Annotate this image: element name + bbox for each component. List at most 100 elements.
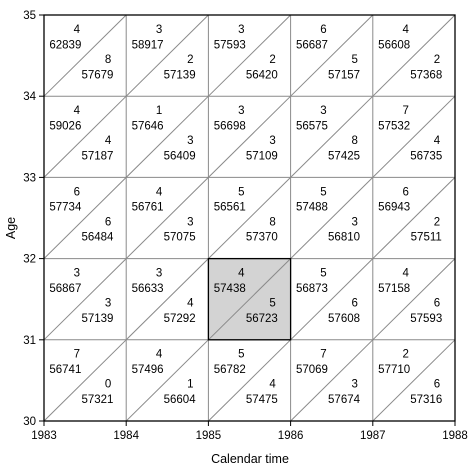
lower-triangle-deaths: 2 [434, 54, 440, 66]
upper-triangle-exposure: 56633 [132, 283, 164, 295]
cohort-diagonal [43, 95, 127, 178]
lower-triangle-deaths: 3 [187, 216, 193, 228]
upper-triangle-exposure: 56687 [296, 39, 328, 51]
x-tick-label: 1987 [360, 430, 386, 442]
cohort-diagonal [43, 177, 127, 259]
highlighted-cell-border [207, 257, 292, 341]
lower-triangle-exposure: 57425 [328, 151, 360, 163]
cohort-diagonal [125, 339, 209, 422]
x-axis-title: Calendar time [211, 452, 289, 466]
upper-triangle-deaths: 3 [320, 105, 326, 117]
lower-triangle-deaths: 2 [269, 54, 275, 66]
lower-triangle-exposure: 57674 [328, 394, 361, 406]
cohort-diagonal [208, 95, 291, 178]
cohort-diagonal [208, 14, 291, 97]
upper-triangle-exposure: 56698 [214, 120, 246, 132]
x-tick-label: 1988 [442, 430, 468, 442]
upper-triangle-deaths: 3 [156, 24, 162, 36]
cohort-diagonal [125, 177, 209, 259]
y-tick-label: 34 [23, 91, 36, 103]
y-tick-label: 31 [23, 335, 36, 347]
upper-triangle-exposure: 59026 [49, 120, 81, 132]
cohort-diagonal [372, 177, 456, 259]
upper-triangle-exposure: 57646 [132, 120, 164, 132]
lower-triangle-deaths: 3 [352, 379, 358, 391]
lower-triangle-deaths: 3 [352, 216, 358, 228]
plot-frame [43, 14, 456, 422]
upper-triangle-deaths: 7 [74, 349, 80, 361]
lower-triangle-deaths: 6 [434, 298, 440, 310]
upper-triangle-deaths: 2 [402, 349, 408, 361]
upper-triangle-exposure: 57488 [296, 202, 328, 214]
cohort-diagonal [290, 177, 374, 259]
lower-triangle-exposure: 57608 [328, 313, 360, 325]
cohort-diagonal [208, 177, 291, 259]
lower-triangle-exposure: 57593 [410, 313, 442, 325]
lower-triangle-deaths: 8 [352, 135, 358, 147]
lower-triangle-exposure: 56810 [328, 232, 360, 244]
lower-triangle-deaths: 8 [269, 216, 275, 228]
upper-triangle-exposure: 56943 [378, 202, 410, 214]
lower-triangle-deaths: 5 [352, 54, 358, 66]
upper-triangle-deaths: 5 [238, 349, 244, 361]
upper-triangle-deaths: 1 [156, 105, 162, 117]
upper-triangle-deaths: 6 [402, 186, 408, 198]
lower-triangle-deaths: 2 [187, 54, 193, 66]
x-tick-label: 1985 [196, 430, 222, 442]
y-axis-title: Age [4, 217, 18, 239]
lower-triangle-deaths: 5 [269, 298, 275, 310]
lower-triangle-exposure: 56735 [410, 151, 442, 163]
upper-triangle-deaths: 3 [238, 24, 244, 36]
lower-triangle-exposure: 57370 [246, 232, 278, 244]
lower-triangle-exposure: 56604 [164, 394, 197, 406]
cohort-diagonal [372, 95, 456, 178]
lower-triangle-exposure: 57475 [246, 394, 278, 406]
upper-triangle-exposure: 56867 [49, 283, 81, 295]
upper-triangle-deaths: 3 [156, 267, 162, 279]
upper-triangle-exposure: 57069 [296, 364, 328, 376]
lower-triangle-deaths: 4 [105, 135, 112, 147]
upper-triangle-exposure: 56608 [378, 39, 410, 51]
lower-triangle-deaths: 2 [434, 216, 440, 228]
lower-triangle-exposure: 57292 [164, 313, 196, 325]
lower-triangle-exposure: 56484 [81, 232, 114, 244]
upper-triangle-exposure: 58917 [132, 39, 164, 51]
lower-triangle-exposure: 57511 [411, 232, 442, 244]
upper-triangle-exposure: 57532 [378, 120, 410, 132]
lower-triangle-exposure: 57321 [81, 394, 113, 406]
lower-triangle-exposure: 57109 [246, 151, 278, 163]
upper-triangle-exposure: 56873 [296, 283, 328, 295]
cohort-diagonal [372, 339, 456, 422]
cohort-diagonal [290, 339, 374, 422]
x-tick-label: 1984 [113, 430, 139, 442]
lower-triangle-exposure: 57679 [81, 69, 113, 81]
upper-triangle-deaths: 4 [402, 267, 409, 279]
upper-triangle-deaths: 3 [238, 105, 244, 117]
cohort-diagonal [208, 339, 291, 422]
lower-triangle-deaths: 4 [269, 379, 276, 391]
lower-triangle-exposure: 57075 [164, 232, 196, 244]
upper-triangle-exposure: 56782 [214, 364, 246, 376]
upper-triangle-exposure: 56575 [296, 120, 328, 132]
upper-triangle-deaths: 5 [238, 186, 244, 198]
upper-triangle-deaths: 5 [320, 267, 326, 279]
y-tick-label: 30 [23, 416, 36, 428]
lower-triangle-deaths: 6 [105, 216, 111, 228]
lower-triangle-exposure: 57157 [328, 69, 360, 81]
grid-layer [43, 14, 456, 422]
upper-triangle-exposure: 57496 [132, 364, 164, 376]
upper-triangle-exposure: 57438 [214, 283, 246, 295]
lower-triangle-deaths: 4 [434, 135, 441, 147]
x-tick-label: 1986 [278, 430, 304, 442]
upper-triangle-deaths: 6 [320, 24, 326, 36]
y-tick-label: 33 [23, 172, 36, 184]
lower-triangle-exposure: 56420 [246, 69, 278, 81]
lower-triangle-exposure: 57187 [81, 151, 113, 163]
cohort-diagonal [43, 258, 127, 341]
upper-triangle-deaths: 5 [320, 186, 326, 198]
upper-triangle-deaths: 4 [156, 349, 163, 361]
lower-triangle-exposure: 57139 [164, 69, 196, 81]
cohort-diagonal [372, 258, 456, 341]
